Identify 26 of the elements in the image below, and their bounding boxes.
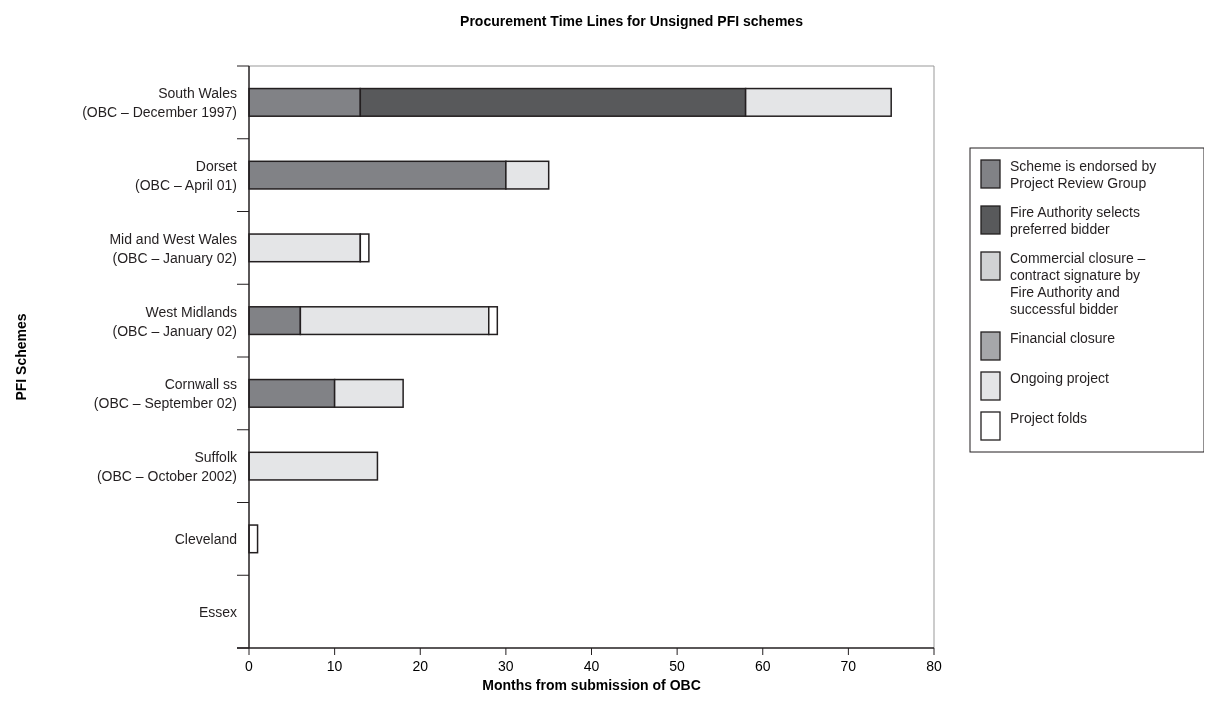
y-axis-title: PFI Schemes — [13, 313, 29, 401]
x-tick-label: 20 — [412, 658, 429, 674]
x-tick-label: 60 — [754, 658, 771, 674]
x-tick-label: 50 — [669, 658, 686, 674]
y-tick-label: Dorset (OBC – April 01) — [135, 158, 238, 194]
x-tick-label: 10 — [326, 658, 343, 674]
y-tick-label: Cleveland — [174, 530, 237, 547]
y-tick-label: Essex — [198, 603, 237, 620]
x-tick-label: 80 — [926, 658, 942, 674]
legend-label: Scheme is endorsed by Project Review Group — [1010, 158, 1157, 191]
y-tick-label: Mid and West Wales (OBC – January 02) — [109, 230, 237, 266]
legend-label: Financial closure — [1010, 330, 1116, 346]
y-tick-label: West Midlands (OBC – January 02) — [112, 303, 237, 339]
legend-label: Ongoing project — [1010, 370, 1109, 386]
x-axis-title: Months from submission of OBC — [482, 677, 701, 693]
y-tick-label: Cornwall ss (OBC – September 02) — [93, 376, 237, 412]
legend-label: Fire Authority selects preferred bidder — [1010, 204, 1140, 237]
chart-title: Procurement Time Lines for Unsigned PFI schemes — [460, 13, 804, 29]
x-tick-label: 70 — [840, 658, 857, 674]
x-tick-label: 0 — [245, 658, 254, 674]
legend-label: Commercial closure – contract signature by Fire Authority and successful bidder — [1010, 250, 1146, 317]
y-tick-label: South Wales (OBC – December 1997) — [82, 85, 237, 121]
x-tick-label: 30 — [498, 658, 514, 674]
legend-label: Project folds — [1010, 410, 1088, 426]
y-tick-label: Suffolk (OBC – October 2002) — [96, 449, 238, 485]
x-tick-label: 40 — [583, 658, 600, 674]
